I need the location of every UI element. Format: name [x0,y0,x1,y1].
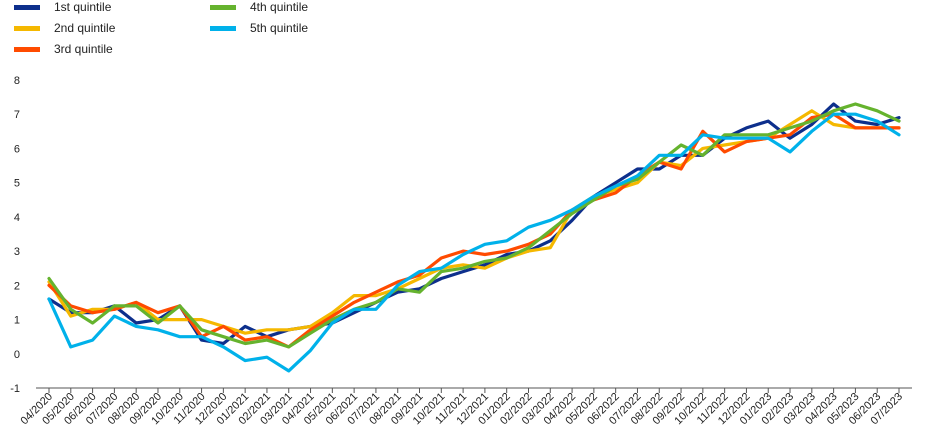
legend-label-2nd-quintile: 2nd quintile [54,21,116,35]
series-line-4th-quintile [47,102,901,349]
legend-item-5th-quintile: 5th quintile [210,21,308,35]
legend-swatch-1st-quintile [14,4,40,10]
series-line-5th-quintile [47,112,901,373]
y-axis: 8 7 6 5 4 3 2 1 0 -1 [10,75,20,395]
y-tick-label: 8 [14,75,20,87]
y-tick-label: 6 [14,143,20,155]
legend-swatch-2nd-quintile [14,25,40,31]
legend-item-1st-quintile: 1st quintile [14,0,111,14]
legend-swatch-4th-quintile [210,4,236,10]
legend-label-3rd-quintile: 3rd quintile [54,42,113,56]
y-tick-label: 7 [14,109,20,121]
legend-item-4th-quintile: 4th quintile [210,0,308,14]
series-line-3rd-quintile [47,112,901,349]
legend-label-5th-quintile: 5th quintile [250,21,309,35]
legend-swatch-5th-quintile [210,25,236,31]
legend-label-1st-quintile: 1st quintile [54,0,112,14]
x-axis: 04/202005/202006/202007/202008/202009/20… [19,387,912,427]
y-tick-label: 2 [14,280,20,292]
legend-item-2nd-quintile: 2nd quintile [14,21,115,35]
legend-swatch-3rd-quintile [14,46,40,52]
chart-legend: 1st quintile 2nd quintile 3rd quintile 4… [14,0,434,62]
series-lines [47,102,901,373]
y-tick-label: -1 [10,383,20,395]
y-tick-label: 4 [14,212,20,224]
y-tick-label: 0 [14,349,20,361]
legend-label-4th-quintile: 4th quintile [250,0,309,14]
y-tick-label: 5 [14,178,20,190]
y-tick-label: 1 [14,315,20,327]
legend-item-3rd-quintile: 3rd quintile [14,42,113,56]
series-line-2nd-quintile [47,109,901,335]
y-tick-label: 3 [14,246,20,258]
